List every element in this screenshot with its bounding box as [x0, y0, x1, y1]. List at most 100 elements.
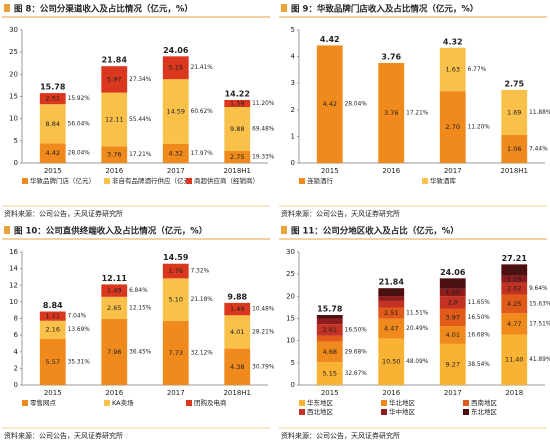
chart-title: 图 8：公司分渠道收入及占比情况（亿元，%） — [14, 4, 193, 15]
chart-title: 图 9：华致品牌门店收入及占比情况（亿元，%） — [291, 4, 478, 15]
total-label: 24.06 — [440, 268, 466, 277]
share-label: 17.97% — [191, 151, 214, 157]
share-label: 28.04% — [345, 102, 368, 108]
y-tick-label: 10 — [286, 337, 295, 345]
total-label: 4.42 — [320, 35, 340, 44]
share-label: 20.49% — [406, 326, 429, 332]
legend-label: 华东地区 — [307, 398, 334, 407]
share-label: 6.84% — [129, 288, 148, 294]
data-label: 3.76 — [107, 151, 121, 159]
bar-segment — [439, 326, 466, 344]
legend-swatch — [186, 178, 192, 184]
legend-label: KA卖场 — [112, 398, 134, 407]
bar-segment — [224, 348, 251, 385]
share-label: 16.50% — [345, 328, 368, 334]
bar-segment — [439, 91, 466, 163]
bar-segment — [224, 99, 251, 108]
bar-segment — [162, 79, 189, 144]
share-label: 7.32% — [191, 269, 210, 275]
y-tick-label: 1 — [291, 132, 295, 140]
legend-swatch — [22, 178, 28, 184]
data-label: 4.68 — [323, 348, 337, 356]
share-label: 11.65% — [468, 300, 491, 306]
y-tick-label: 0 — [14, 159, 18, 167]
legend-swatch — [104, 400, 110, 406]
data-label: 2.58 — [507, 266, 521, 274]
data-label: 2.8 — [448, 298, 458, 306]
bar-segment — [39, 311, 66, 321]
legend-swatch — [104, 178, 110, 184]
x-tick-label: 2017 — [167, 389, 185, 397]
data-label: 2.51 — [384, 309, 398, 317]
share-label: 17.21% — [406, 110, 429, 116]
bar-segment — [162, 143, 189, 163]
share-label: 28.04% — [68, 151, 91, 157]
data-label: 4.01 — [446, 331, 460, 339]
title-icon — [4, 4, 10, 12]
data-label: 1.49 — [230, 305, 244, 313]
total-label: 9.88 — [227, 292, 247, 301]
data-label: 5.97 — [107, 75, 121, 83]
bar-segment — [39, 338, 66, 385]
data-label: 3.76 — [384, 109, 398, 117]
legend-swatch — [463, 409, 469, 415]
bar-segment — [316, 362, 343, 385]
bar-segment — [501, 264, 528, 276]
bar-segment — [439, 308, 466, 327]
total-label: 3.76 — [381, 52, 401, 61]
x-tick-label: 2018H1 — [500, 167, 528, 175]
share-label: 32.12% — [191, 350, 214, 356]
bar-segment — [501, 275, 528, 283]
data-label: 2.62 — [507, 285, 521, 293]
share-label: 16.68% — [468, 333, 491, 339]
share-label: 69.48% — [252, 126, 275, 132]
share-label: 30.79% — [252, 364, 275, 370]
bar-segment — [501, 294, 528, 314]
bar-segment — [501, 334, 528, 385]
share-label: 11.51% — [406, 311, 429, 317]
data-label: 7.96 — [107, 348, 121, 356]
bar-segment — [378, 62, 405, 163]
total-label: 24.06 — [163, 46, 189, 55]
bar-segment — [224, 302, 251, 316]
bar-segment — [101, 66, 128, 93]
data-label: 1.59 — [230, 99, 244, 107]
title-icon — [281, 4, 287, 12]
bar-segment — [101, 284, 128, 297]
y-tick-label: 16 — [9, 248, 18, 256]
data-label: 1.76 — [169, 267, 183, 275]
share-label: 56.04% — [68, 121, 91, 127]
source: 资料来源：公司公告，天风证券研究所 — [4, 431, 123, 440]
legend-label: 非自有品牌酒行供应（亿元） — [112, 176, 197, 185]
bar-segment — [101, 92, 128, 147]
data-label: 2.70 — [446, 123, 460, 131]
bar-segment — [501, 89, 528, 135]
legend-label: 华致酒库 — [430, 176, 457, 185]
data-label: 9.88 — [230, 125, 244, 133]
data-label: 9.27 — [446, 360, 460, 368]
share-label: 15.92% — [68, 96, 91, 102]
y-tick-label: 20 — [286, 292, 295, 300]
data-label: 8.84 — [46, 120, 60, 128]
data-label: 2.16 — [46, 326, 60, 334]
data-label: 1.65 — [446, 288, 460, 296]
legend-swatch — [422, 178, 428, 184]
legend-swatch — [463, 400, 469, 406]
y-tick-label: 10 — [9, 115, 18, 123]
data-label: 1.11 — [46, 312, 60, 320]
share-label: 17.21% — [129, 152, 152, 158]
y-tick-label: 2 — [291, 106, 295, 114]
y-tick-label: 2 — [14, 364, 18, 372]
bar-segment — [101, 318, 128, 385]
share-label: 11.20% — [252, 101, 275, 107]
data-label: 4.77 — [507, 320, 521, 328]
source: 资料来源：公司公告，天风证券研究所 — [4, 209, 123, 218]
bar-segment — [378, 338, 405, 385]
bar-segment — [162, 278, 189, 321]
source: 资料来源：公司公告，天风证券研究所 — [281, 209, 400, 218]
share-label: 55.44% — [129, 117, 152, 123]
legend-label: 团购及电商 — [194, 398, 227, 407]
total-label: 8.84 — [43, 301, 63, 310]
legend-label: 连锁酒行 — [307, 176, 334, 185]
